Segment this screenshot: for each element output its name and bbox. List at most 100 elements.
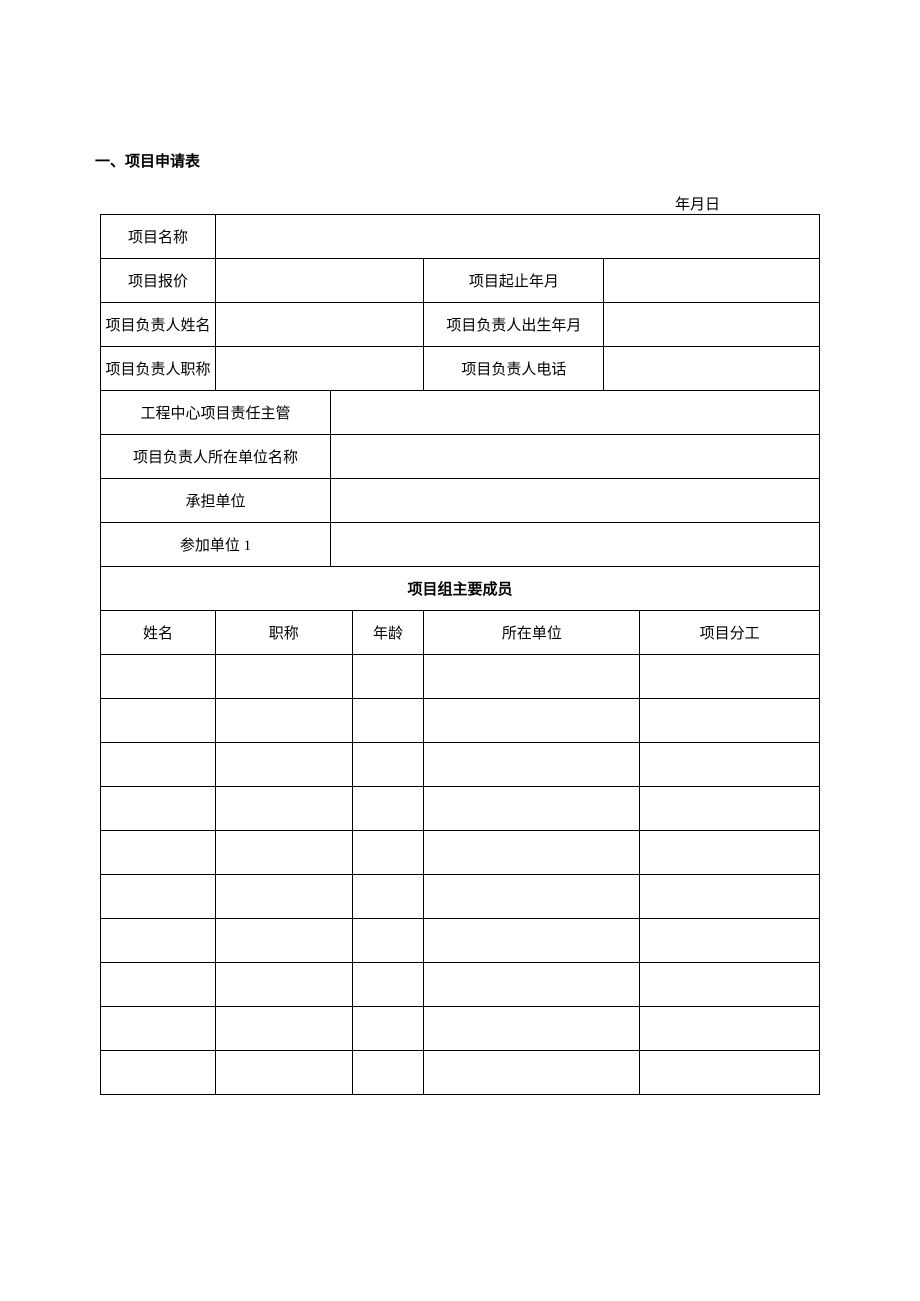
row-eng-center: 工程中心项目责任主管	[101, 391, 820, 435]
member-name	[101, 787, 216, 831]
member-title	[216, 1051, 353, 1095]
member-unit	[424, 699, 640, 743]
member-name	[101, 919, 216, 963]
col-header-name: 姓名	[101, 611, 216, 655]
member-name	[101, 1051, 216, 1095]
member-title	[216, 875, 353, 919]
label-participating-unit-1: 参加单位 1	[101, 523, 331, 567]
row-members-header: 项目组主要成员	[101, 567, 820, 611]
value-lead-birth	[604, 303, 820, 347]
member-row	[101, 1007, 820, 1051]
member-age	[352, 655, 424, 699]
label-eng-center: 工程中心项目责任主管	[101, 391, 331, 435]
member-name	[101, 699, 216, 743]
row-project-quote: 项目报价 项目起止年月	[101, 259, 820, 303]
member-row	[101, 1051, 820, 1095]
member-name	[101, 1007, 216, 1051]
member-unit	[424, 831, 640, 875]
member-title	[216, 743, 353, 787]
label-lead-phone: 项目负责人电话	[424, 347, 604, 391]
label-project-period: 项目起止年月	[424, 259, 604, 303]
value-lead-name	[216, 303, 424, 347]
row-lead-unit: 项目负责人所在单位名称	[101, 435, 820, 479]
member-role	[640, 655, 820, 699]
member-unit	[424, 1051, 640, 1095]
member-age	[352, 875, 424, 919]
member-unit	[424, 919, 640, 963]
member-role	[640, 875, 820, 919]
member-role	[640, 963, 820, 1007]
member-role	[640, 831, 820, 875]
member-role	[640, 919, 820, 963]
member-role	[640, 1007, 820, 1051]
member-age	[352, 743, 424, 787]
member-age	[352, 919, 424, 963]
section-heading: 一、项目申请表	[95, 150, 820, 171]
application-table: 项目名称 项目报价 项目起止年月 项目负责人姓名 项目负责人出生年月 项目负责人…	[100, 214, 820, 1095]
value-lead-title	[216, 347, 424, 391]
member-name	[101, 743, 216, 787]
members-section-title: 项目组主要成员	[101, 567, 820, 611]
member-unit	[424, 787, 640, 831]
value-participating-unit-1	[331, 523, 820, 567]
label-project-name: 项目名称	[101, 215, 216, 259]
label-lead-title: 项目负责人职称	[101, 347, 216, 391]
member-title	[216, 655, 353, 699]
value-project-quote	[216, 259, 424, 303]
member-row	[101, 963, 820, 1007]
member-name	[101, 831, 216, 875]
label-lead-name: 项目负责人姓名	[101, 303, 216, 347]
col-header-unit: 所在单位	[424, 611, 640, 655]
member-age	[352, 831, 424, 875]
member-unit	[424, 743, 640, 787]
row-participating-unit-1: 参加单位 1	[101, 523, 820, 567]
member-row	[101, 743, 820, 787]
value-project-name	[216, 215, 820, 259]
member-row	[101, 919, 820, 963]
date-label: 年月日	[100, 193, 820, 214]
member-title	[216, 699, 353, 743]
member-row	[101, 699, 820, 743]
member-unit	[424, 875, 640, 919]
member-row	[101, 875, 820, 919]
member-age	[352, 1007, 424, 1051]
col-header-role: 项目分工	[640, 611, 820, 655]
member-unit	[424, 1007, 640, 1051]
label-project-quote: 项目报价	[101, 259, 216, 303]
row-project-name: 项目名称	[101, 215, 820, 259]
value-lead-unit	[331, 435, 820, 479]
member-name	[101, 875, 216, 919]
member-role	[640, 699, 820, 743]
page-container: 一、项目申请表 年月日 项目名称 项目报价 项目起止年月 项目负责人姓名 项目负…	[0, 0, 920, 1095]
member-title	[216, 787, 353, 831]
value-undertaking-unit	[331, 479, 820, 523]
label-lead-unit: 项目负责人所在单位名称	[101, 435, 331, 479]
row-lead-title: 项目负责人职称 项目负责人电话	[101, 347, 820, 391]
row-undertaking-unit: 承担单位	[101, 479, 820, 523]
member-age	[352, 699, 424, 743]
value-eng-center	[331, 391, 820, 435]
row-members-columns: 姓名 职称 年龄 所在单位 项目分工	[101, 611, 820, 655]
value-project-period	[604, 259, 820, 303]
col-header-age: 年龄	[352, 611, 424, 655]
value-lead-phone	[604, 347, 820, 391]
label-lead-birth: 项目负责人出生年月	[424, 303, 604, 347]
row-lead-name: 项目负责人姓名 项目负责人出生年月	[101, 303, 820, 347]
col-header-title: 职称	[216, 611, 353, 655]
member-row	[101, 831, 820, 875]
member-row	[101, 787, 820, 831]
member-age	[352, 1051, 424, 1095]
member-title	[216, 919, 353, 963]
label-undertaking-unit: 承担单位	[101, 479, 331, 523]
member-name	[101, 963, 216, 1007]
member-unit	[424, 655, 640, 699]
member-title	[216, 831, 353, 875]
member-title	[216, 1007, 353, 1051]
member-age	[352, 963, 424, 1007]
member-role	[640, 743, 820, 787]
member-name	[101, 655, 216, 699]
member-unit	[424, 963, 640, 1007]
member-role	[640, 1051, 820, 1095]
member-age	[352, 787, 424, 831]
member-row	[101, 655, 820, 699]
